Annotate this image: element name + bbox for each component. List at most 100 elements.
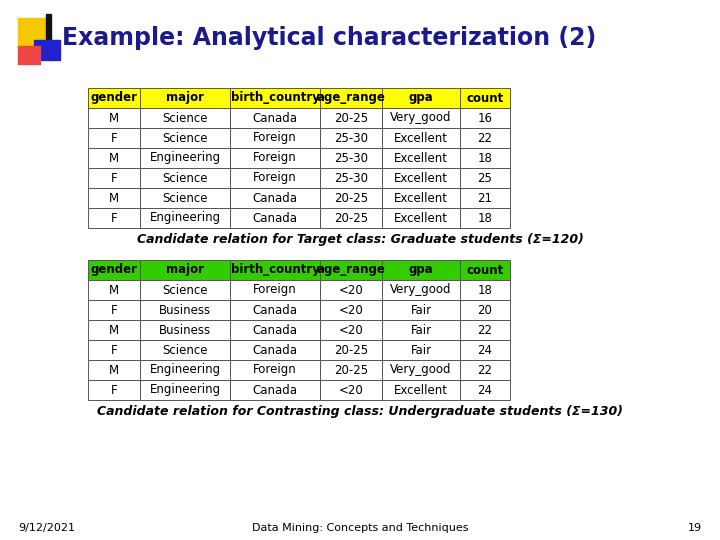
Bar bbox=[460, 88, 510, 108]
Text: age_range: age_range bbox=[317, 264, 385, 276]
Text: Foreign: Foreign bbox=[253, 172, 297, 185]
Text: Science: Science bbox=[162, 284, 208, 296]
Text: F: F bbox=[111, 212, 117, 225]
Text: 25-30: 25-30 bbox=[334, 152, 368, 165]
Bar bbox=[34, 40, 60, 60]
Bar bbox=[140, 188, 230, 208]
Text: Data Mining: Concepts and Techniques: Data Mining: Concepts and Techniques bbox=[252, 523, 468, 533]
Text: count: count bbox=[467, 91, 503, 105]
Bar bbox=[320, 300, 382, 320]
Text: count: count bbox=[467, 264, 503, 276]
Text: 20-25: 20-25 bbox=[334, 111, 368, 125]
Bar bbox=[140, 128, 230, 148]
Bar bbox=[460, 380, 510, 400]
Bar bbox=[460, 260, 510, 280]
Bar bbox=[320, 188, 382, 208]
Text: Example: Analytical characterization (2): Example: Analytical characterization (2) bbox=[62, 26, 596, 50]
Text: 20: 20 bbox=[477, 303, 492, 316]
Bar bbox=[230, 340, 320, 360]
Bar bbox=[88, 380, 140, 400]
Bar bbox=[140, 380, 230, 400]
Text: 24: 24 bbox=[477, 343, 492, 356]
Bar bbox=[460, 320, 510, 340]
Bar bbox=[320, 360, 382, 380]
Bar bbox=[460, 168, 510, 188]
Text: F: F bbox=[111, 132, 117, 145]
Bar bbox=[18, 46, 40, 64]
Text: Canada: Canada bbox=[253, 111, 297, 125]
Bar bbox=[18, 18, 50, 50]
Bar bbox=[382, 128, 460, 148]
Text: 18: 18 bbox=[477, 152, 492, 165]
Text: M: M bbox=[109, 192, 119, 205]
Text: gpa: gpa bbox=[409, 264, 433, 276]
Bar bbox=[460, 280, 510, 300]
Bar bbox=[320, 88, 382, 108]
Bar bbox=[46, 14, 51, 58]
Text: Excellent: Excellent bbox=[394, 383, 448, 396]
Bar bbox=[382, 108, 460, 128]
Text: 25-30: 25-30 bbox=[334, 132, 368, 145]
Text: 25-30: 25-30 bbox=[334, 172, 368, 185]
Text: Foreign: Foreign bbox=[253, 363, 297, 376]
Text: age_range: age_range bbox=[317, 91, 385, 105]
Text: M: M bbox=[109, 284, 119, 296]
Bar bbox=[88, 300, 140, 320]
Bar bbox=[382, 168, 460, 188]
Text: Canada: Canada bbox=[253, 212, 297, 225]
Bar bbox=[140, 260, 230, 280]
Bar bbox=[230, 88, 320, 108]
Text: Science: Science bbox=[162, 343, 208, 356]
Bar bbox=[460, 300, 510, 320]
Text: Business: Business bbox=[159, 303, 211, 316]
Bar bbox=[382, 260, 460, 280]
Bar bbox=[230, 208, 320, 228]
Bar bbox=[230, 360, 320, 380]
Text: Very_good: Very_good bbox=[390, 111, 451, 125]
Bar bbox=[320, 208, 382, 228]
Text: 21: 21 bbox=[477, 192, 492, 205]
Text: Very_good: Very_good bbox=[390, 363, 451, 376]
Text: Canada: Canada bbox=[253, 323, 297, 336]
Text: birth_country: birth_country bbox=[230, 91, 320, 105]
Text: <20: <20 bbox=[338, 284, 364, 296]
Text: Science: Science bbox=[162, 192, 208, 205]
Text: gender: gender bbox=[91, 264, 138, 276]
Text: 16: 16 bbox=[477, 111, 492, 125]
Text: Fair: Fair bbox=[410, 323, 431, 336]
Bar bbox=[230, 148, 320, 168]
Text: Business: Business bbox=[159, 323, 211, 336]
Text: 22: 22 bbox=[477, 363, 492, 376]
Text: Candidate relation for Contrasting class: Undergraduate students (Σ=130): Candidate relation for Contrasting class… bbox=[97, 406, 623, 419]
Text: Excellent: Excellent bbox=[394, 152, 448, 165]
Bar bbox=[230, 188, 320, 208]
Bar bbox=[460, 188, 510, 208]
Text: major: major bbox=[166, 91, 204, 105]
Bar bbox=[230, 260, 320, 280]
Text: Science: Science bbox=[162, 111, 208, 125]
Text: 25: 25 bbox=[477, 172, 492, 185]
Bar bbox=[382, 88, 460, 108]
Bar bbox=[140, 300, 230, 320]
Text: gpa: gpa bbox=[409, 91, 433, 105]
Bar bbox=[88, 208, 140, 228]
Bar bbox=[88, 88, 140, 108]
Bar bbox=[460, 108, 510, 128]
Text: Engineering: Engineering bbox=[150, 152, 220, 165]
Bar bbox=[88, 340, 140, 360]
Bar bbox=[382, 148, 460, 168]
Text: M: M bbox=[109, 363, 119, 376]
Text: F: F bbox=[111, 172, 117, 185]
Bar bbox=[320, 280, 382, 300]
Bar bbox=[88, 148, 140, 168]
Text: Foreign: Foreign bbox=[253, 152, 297, 165]
Text: M: M bbox=[109, 111, 119, 125]
Bar bbox=[230, 108, 320, 128]
Bar bbox=[140, 340, 230, 360]
Bar bbox=[140, 168, 230, 188]
Bar bbox=[88, 108, 140, 128]
Bar bbox=[382, 300, 460, 320]
Text: Engineering: Engineering bbox=[150, 383, 220, 396]
Bar bbox=[140, 108, 230, 128]
Bar bbox=[230, 300, 320, 320]
